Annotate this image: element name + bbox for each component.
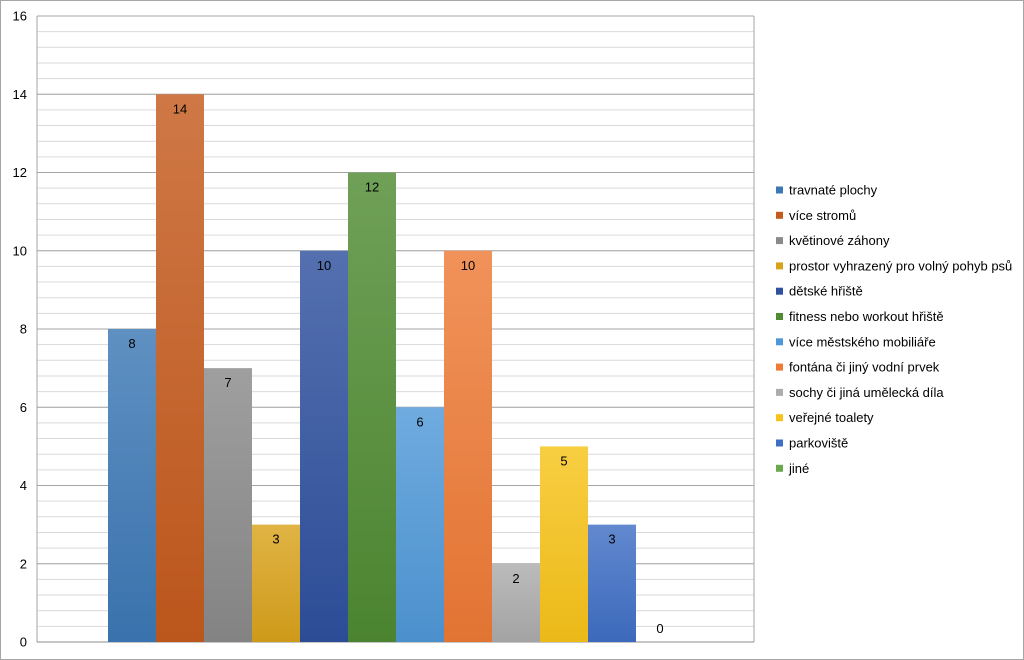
data-label: 2 <box>512 571 519 586</box>
legend-swatch <box>776 237 783 245</box>
y-tick-label: 10 <box>13 243 27 258</box>
data-label: 0 <box>656 621 663 636</box>
legend-label: dětské hřiště <box>789 284 863 299</box>
bar-8 <box>444 250 492 642</box>
bar-4 <box>252 524 300 642</box>
legend-label: sochy či jiná umělecká díla <box>789 385 944 400</box>
y-tick-label: 0 <box>20 635 27 650</box>
data-label: 7 <box>224 375 231 390</box>
bar-2 <box>156 94 204 642</box>
data-label: 12 <box>365 180 379 195</box>
legend-label: více městského mobiliáře <box>789 334 936 349</box>
data-label: 6 <box>416 414 423 429</box>
legend-swatch <box>776 439 783 447</box>
data-label: 10 <box>317 258 331 273</box>
y-tick-label: 12 <box>13 165 27 180</box>
y-tick-label: 8 <box>20 322 27 337</box>
legend-swatch <box>776 363 783 371</box>
y-tick-label: 2 <box>20 556 27 571</box>
data-label: 3 <box>608 532 615 547</box>
legend-swatch <box>776 211 783 219</box>
legend-swatch <box>776 464 783 472</box>
legend-label: fitness nebo workout hřiště <box>789 309 944 324</box>
data-label: 8 <box>128 336 135 351</box>
bar-10 <box>540 446 588 642</box>
legend-label: parkoviště <box>789 436 848 451</box>
legend-label: květinové záhony <box>789 233 890 248</box>
bar-3 <box>204 368 252 642</box>
legend-label: fontána či jiný vodní prvek <box>789 360 940 375</box>
data-label: 10 <box>461 258 475 273</box>
data-label: 3 <box>272 532 279 547</box>
legend-swatch <box>776 186 783 194</box>
legend-label: prostor vyhrazený pro volný pohyb psů <box>789 258 1012 273</box>
legend-swatch <box>776 287 783 295</box>
data-label: 5 <box>560 453 567 468</box>
legend-swatch <box>776 313 783 320</box>
bar-1 <box>108 329 156 642</box>
bar-9 <box>492 563 540 642</box>
bar-11 <box>588 524 636 642</box>
legend-label: jiné <box>788 461 809 476</box>
legend-swatch <box>776 338 783 346</box>
bar-7 <box>396 407 444 642</box>
legend-swatch <box>776 414 783 422</box>
y-tick-label: 14 <box>13 87 27 102</box>
legend-swatch <box>776 262 783 270</box>
bar-5 <box>300 250 348 642</box>
legend-label: veřejné toalety <box>789 410 874 425</box>
legend-swatch <box>776 388 783 396</box>
legend-label: více stromů <box>789 208 856 223</box>
bar-6 <box>348 172 396 642</box>
legend-label: travnaté plochy <box>789 183 878 198</box>
data-label: 14 <box>173 101 187 116</box>
y-tick-label: 4 <box>20 478 27 493</box>
y-tick-label: 16 <box>13 9 27 24</box>
y-tick-label: 6 <box>20 400 27 415</box>
